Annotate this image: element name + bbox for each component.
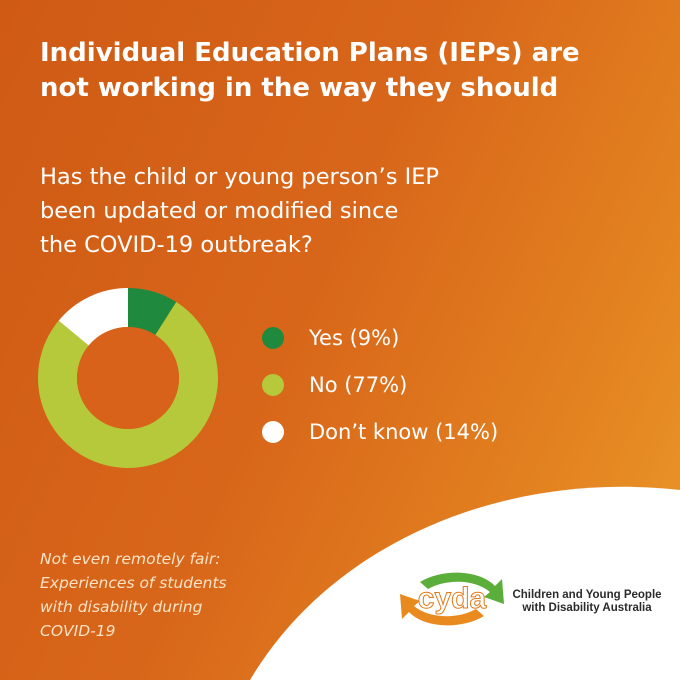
- org-line-2: with Disability Australia: [522, 602, 652, 614]
- legend-label: Yes (9%): [309, 325, 400, 350]
- cyda-logo: cyda: [400, 572, 504, 626]
- headline: Individual Education Plans (IEPs) are no…: [40, 36, 650, 106]
- question-line-1: Has the child or young person’s IEP: [40, 164, 440, 190]
- question-line-3: the COVID-19 outbreak?: [40, 232, 313, 258]
- donut-chart: [38, 288, 218, 468]
- donut-slice-don-t-know: [58, 288, 128, 346]
- question-line-2: been updated or modified since: [40, 198, 399, 224]
- legend-item-yes: Yes (9%): [262, 314, 498, 361]
- survey-question: Has the child or young person’s IEP been…: [40, 160, 580, 262]
- headline-line-1: Individual Education Plans (IEPs) are: [40, 38, 580, 68]
- organisation-name: Children and Young People with Disabilit…: [506, 589, 668, 615]
- source-line-2: Experiences of students: [40, 574, 227, 592]
- legend-swatch: [262, 420, 284, 443]
- donut-center: [77, 327, 179, 429]
- legend-item-no: No (77%): [262, 361, 498, 408]
- legend-label: No (77%): [309, 372, 408, 397]
- source-line-1: Not even remotely fair:: [40, 550, 221, 568]
- chart-legend: Yes (9%) No (77%) Don’t know (14%): [262, 314, 498, 455]
- logo-wordmark: cyda: [418, 582, 487, 615]
- source-line-4: COVID-19: [40, 622, 116, 640]
- legend-swatch: [262, 326, 284, 349]
- source-line-3: with disability during: [40, 598, 203, 616]
- legend-swatch: [262, 373, 284, 396]
- legend-label: Don’t know (14%): [309, 419, 499, 444]
- org-line-1: Children and Young People: [512, 589, 662, 601]
- donut-slice-yes: [128, 288, 177, 335]
- source-caption: Not even remotely fair: Experiences of s…: [40, 547, 300, 643]
- donut-slice-no: [38, 302, 218, 468]
- headline-line-2: not working in the way they should: [40, 73, 559, 103]
- legend-item-don-t-know: Don’t know (14%): [262, 408, 498, 455]
